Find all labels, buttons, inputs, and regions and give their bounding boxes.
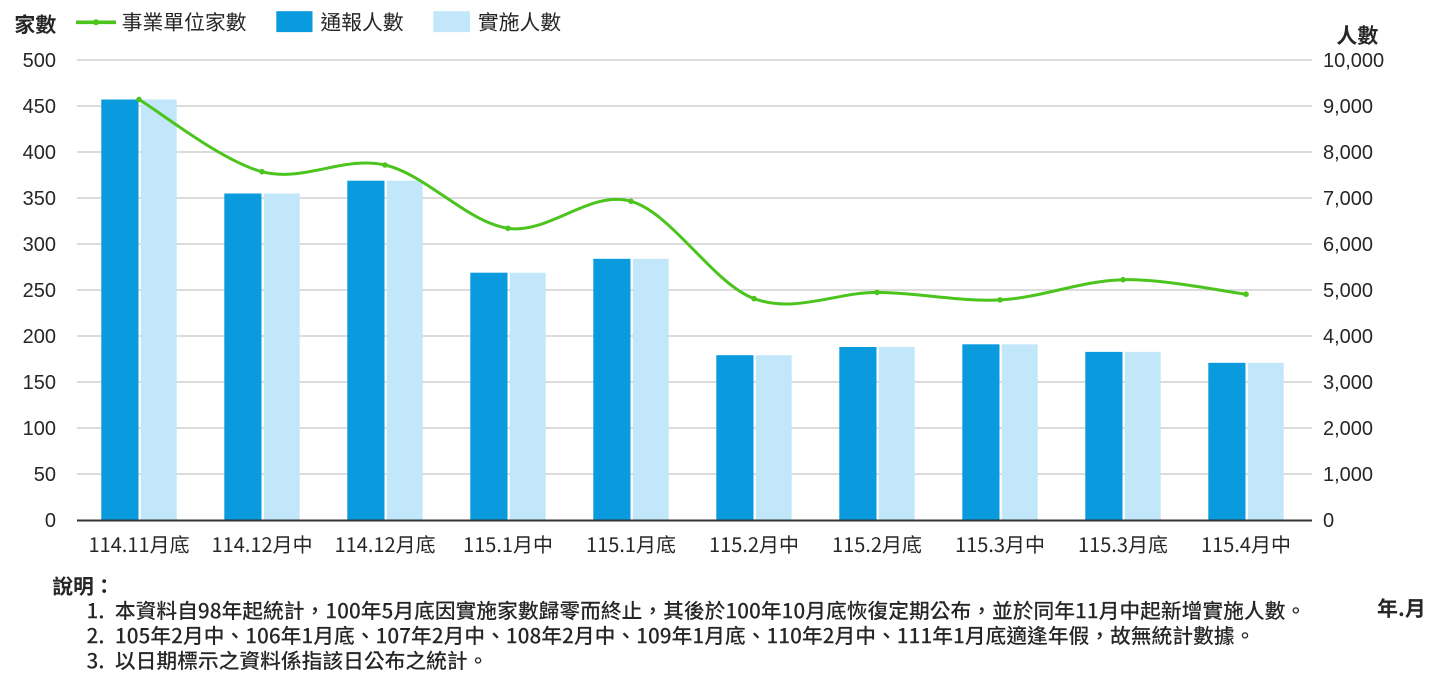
svg-text:1,000: 1,000	[1323, 464, 1373, 486]
svg-text:250: 250	[23, 280, 56, 302]
svg-text:0: 0	[45, 510, 56, 532]
svg-text:100: 100	[23, 418, 56, 440]
svg-text:50: 50	[34, 464, 56, 486]
svg-text:0: 0	[1323, 510, 1334, 532]
svg-text:10,000: 10,000	[1323, 50, 1384, 72]
svg-text:2,000: 2,000	[1323, 418, 1373, 440]
svg-text:9,000: 9,000	[1323, 96, 1373, 118]
svg-text:150: 150	[23, 372, 56, 394]
svg-text:400: 400	[23, 142, 56, 164]
svg-text:3,000: 3,000	[1323, 372, 1373, 394]
svg-text:300: 300	[23, 234, 56, 256]
svg-text:500: 500	[23, 50, 56, 72]
svg-text:6,000: 6,000	[1323, 234, 1373, 256]
svg-text:8,000: 8,000	[1323, 142, 1373, 164]
svg-text:350: 350	[23, 188, 56, 210]
svg-text:5,000: 5,000	[1323, 280, 1373, 302]
svg-text:450: 450	[23, 96, 56, 118]
svg-text:200: 200	[23, 326, 56, 348]
svg-text:7,000: 7,000	[1323, 188, 1373, 210]
svg-text:4,000: 4,000	[1323, 326, 1373, 348]
